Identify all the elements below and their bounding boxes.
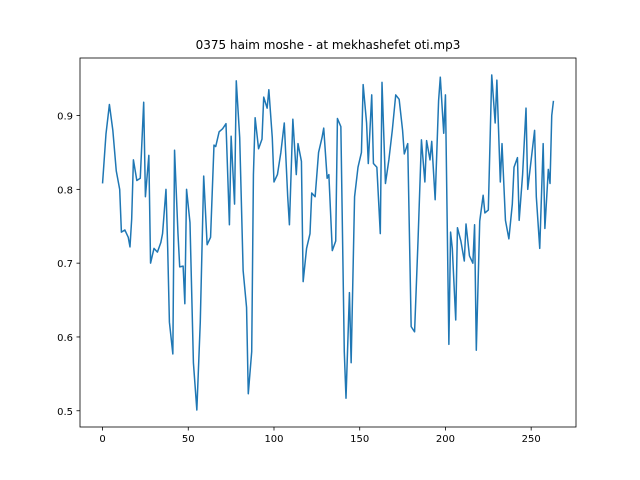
- y-tick-label: 0.5: [57, 407, 73, 418]
- x-tick-label: 250: [522, 434, 541, 445]
- x-tick-label: 50: [182, 434, 195, 445]
- y-tick-label: 0.6: [57, 333, 73, 344]
- y-tick-label: 0.8: [57, 185, 73, 196]
- plot-frame: [79, 57, 577, 428]
- y-tick-label: 0.7: [57, 259, 73, 270]
- y-tick-label: 0.9: [57, 112, 73, 123]
- x-tick-label: 200: [436, 434, 455, 445]
- x-tick-label: 150: [350, 434, 369, 445]
- line-series: [101, 74, 555, 411]
- x-tick-label: 100: [264, 434, 283, 445]
- x-tick-label: 0: [99, 434, 105, 445]
- chart-title: 0375 haim moshe - at mekhashefet oti.mp3: [196, 38, 461, 52]
